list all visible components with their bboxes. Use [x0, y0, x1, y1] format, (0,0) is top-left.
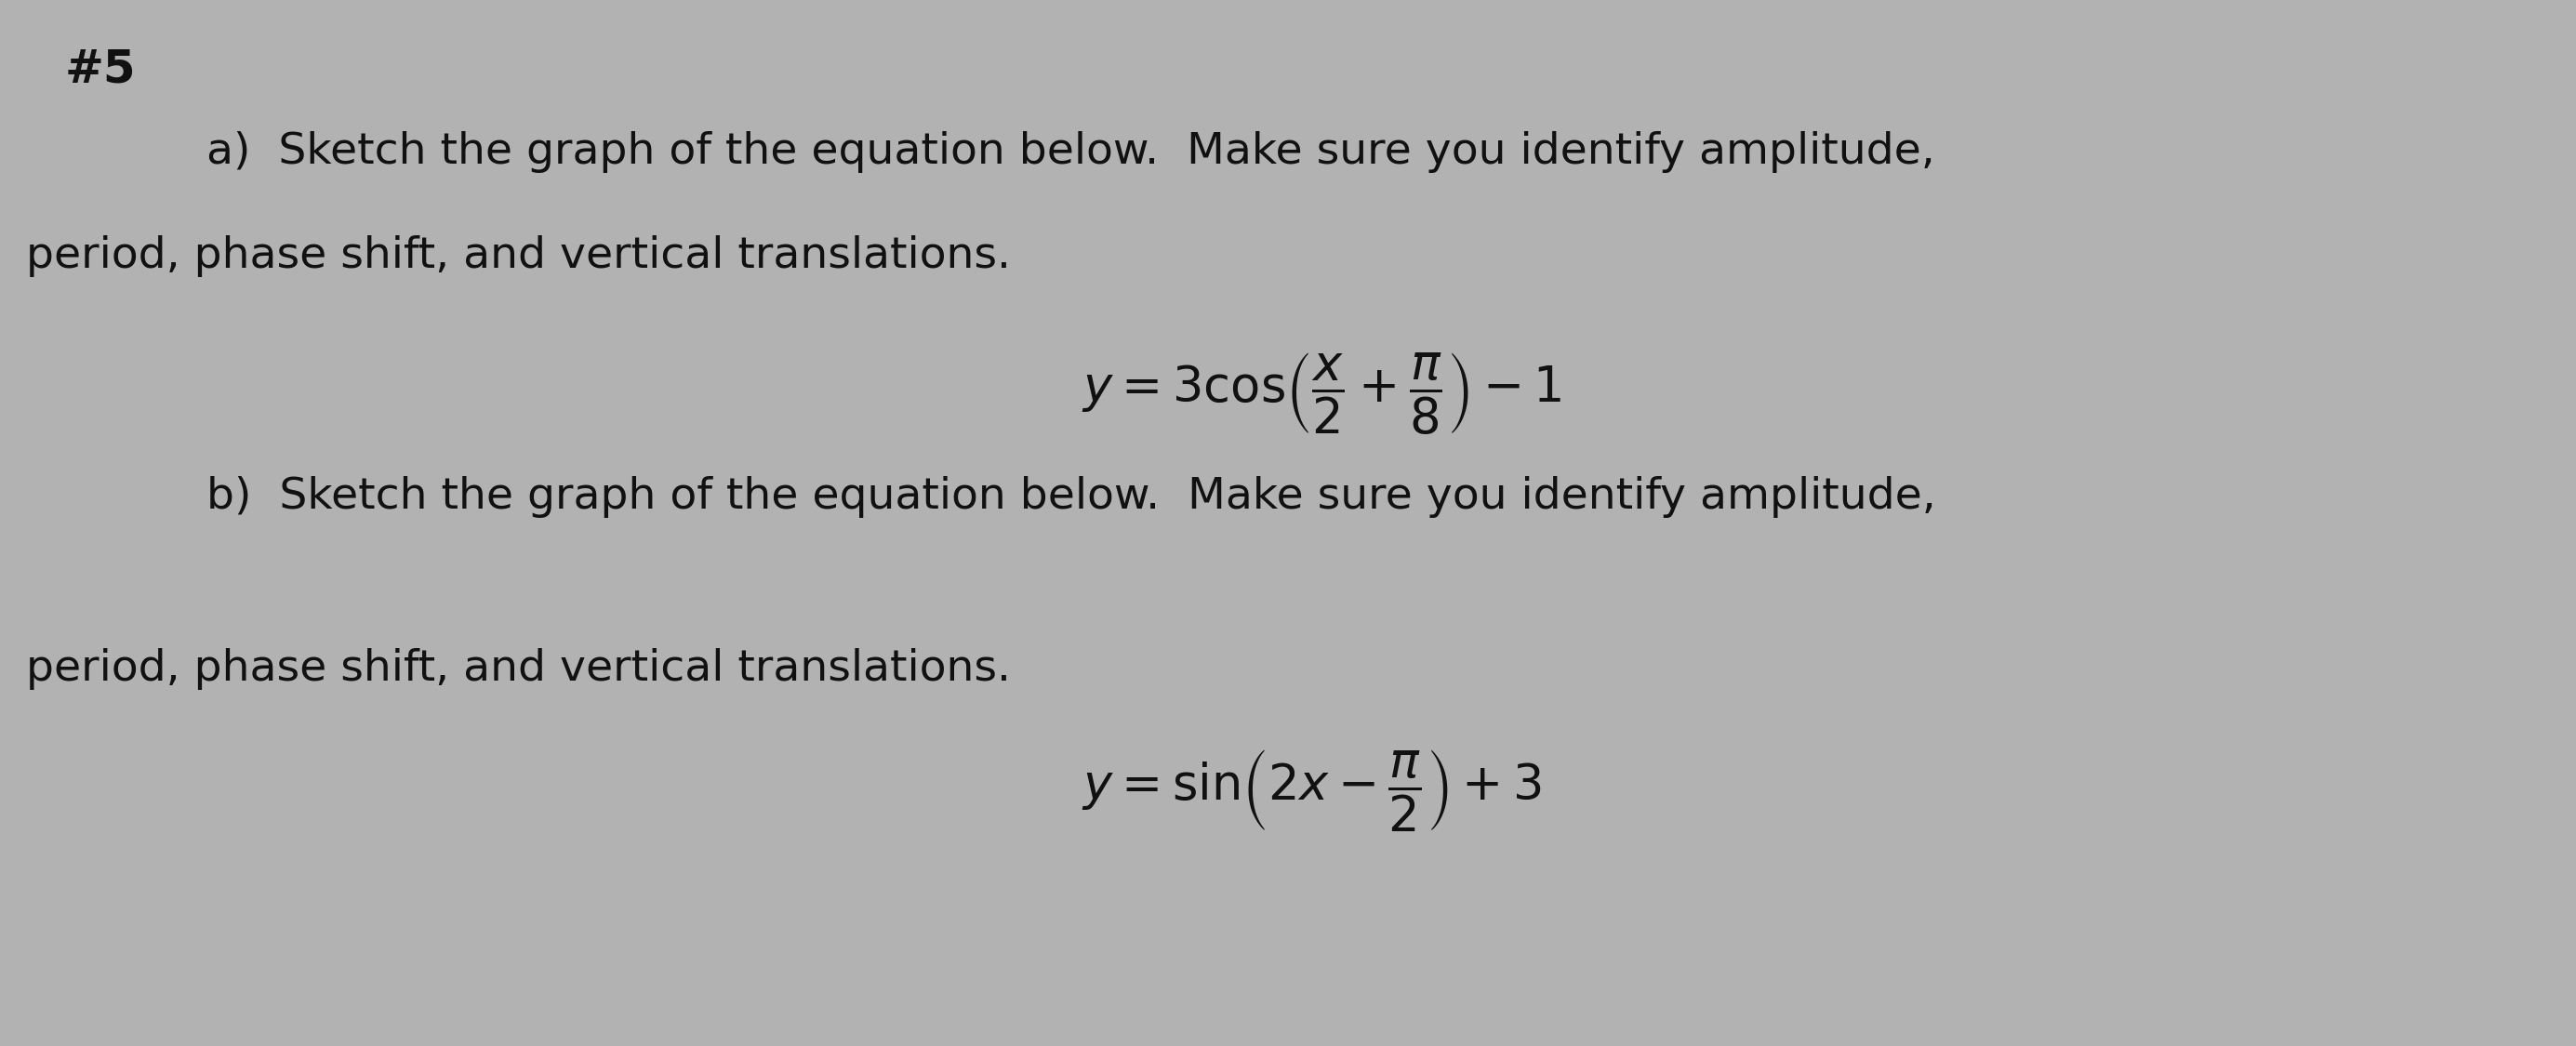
Text: $y = \sin\!\left(2x - \dfrac{\pi}{2}\right) + 3$: $y = \sin\!\left(2x - \dfrac{\pi}{2}\rig… — [1082, 748, 1540, 834]
Text: period, phase shift, and vertical translations.: period, phase shift, and vertical transl… — [26, 649, 1010, 690]
Text: period, phase shift, and vertical translations.: period, phase shift, and vertical transl… — [26, 235, 1010, 277]
Text: b)  Sketch the graph of the equation below.  Make sure you identify amplitude,: b) Sketch the graph of the equation belo… — [206, 476, 1935, 518]
Text: a)  Sketch the graph of the equation below.  Make sure you identify amplitude,: a) Sketch the graph of the equation belo… — [206, 131, 1935, 173]
Text: #5: #5 — [64, 47, 137, 92]
Text: $y = 3\cos\!\left(\dfrac{x}{2} + \dfrac{\pi}{8}\right) - 1$: $y = 3\cos\!\left(\dfrac{x}{2} + \dfrac{… — [1082, 350, 1561, 436]
